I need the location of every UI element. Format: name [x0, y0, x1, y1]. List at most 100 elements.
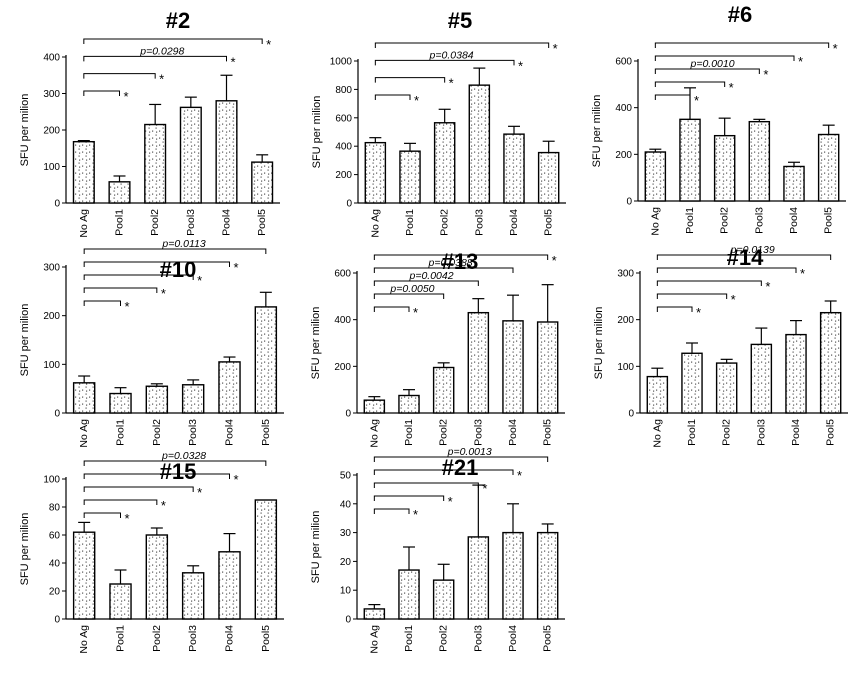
y-tick-label: 40 [49, 559, 61, 570]
x-tick-label: Pool1 [404, 209, 416, 236]
y-tick-label: 400 [335, 142, 352, 153]
bracket-line [656, 267, 797, 273]
bar [817, 133, 840, 202]
significance-star: * [517, 468, 522, 483]
significance-bracket: * [654, 54, 803, 69]
y-tick-label: 100 [43, 475, 60, 486]
significance-star: * [763, 67, 768, 82]
significance-bracket: * [83, 286, 166, 301]
x-tick-label: Pool4 [507, 625, 519, 652]
x-tick-label: Pool3 [187, 625, 199, 652]
significance-star: * [448, 494, 453, 509]
x-tick-label: No Ag [78, 209, 90, 238]
significance-bracket: * [83, 485, 202, 500]
p-value-label: p=0.0010 [689, 58, 734, 70]
significance-bracket: p=0.0328 [83, 450, 267, 466]
bar [713, 134, 736, 202]
bar [72, 382, 96, 414]
chart-panel: #10 SFU per milion 0 100 200 300 No Ag Pool1 Poo… [19, 238, 284, 448]
bracket-line [374, 77, 446, 83]
chart-panel: #6 SFU per milion 0 200 400 600 No Ag Pool1 Pool… [591, 2, 846, 236]
bar [109, 583, 132, 620]
bar [254, 499, 278, 620]
bracket-line [83, 261, 230, 267]
bracket-line [83, 90, 120, 96]
bracket-line [373, 469, 514, 475]
y-tick-label: 40 [340, 499, 352, 510]
bracket-line [373, 267, 514, 273]
significance-bracket: * [374, 41, 558, 56]
bracket-line [83, 274, 194, 280]
y-tick-label: 0 [54, 409, 60, 420]
significance-star: * [414, 93, 419, 108]
significance-bracket: * [83, 37, 271, 52]
significance-bracket: * [656, 279, 770, 294]
x-tick-label: Pool3 [753, 207, 765, 234]
x-tick-label: Pool1 [403, 419, 415, 446]
x-tick-label: Pool1 [114, 209, 126, 236]
x-tick-label: Pool5 [260, 419, 272, 446]
y-axis-label: SFU per milion [19, 304, 31, 377]
bar [468, 84, 491, 204]
significance-bracket: * [374, 76, 454, 91]
p-value-label: p=0.0388 [428, 257, 473, 269]
bracket-line [373, 456, 549, 462]
bracket-line [654, 68, 760, 74]
significance-star: * [197, 485, 202, 500]
x-tick-label: Pool1 [403, 625, 415, 652]
y-tick-label: 200 [43, 126, 60, 137]
y-tick-label: 800 [335, 85, 352, 96]
significance-star: * [124, 89, 129, 104]
y-tick-label: 200 [617, 315, 634, 326]
bar [398, 394, 420, 414]
significance-star: * [125, 511, 130, 526]
y-tick-label: 200 [335, 170, 352, 181]
y-tick-label: 300 [43, 263, 60, 274]
significance-bracket: p=0.0013 [373, 446, 549, 462]
significance-bracket: * [374, 93, 419, 108]
bracket-line [373, 280, 479, 286]
bracket-line [83, 473, 230, 479]
bracket-line [373, 482, 479, 488]
bar [254, 306, 278, 414]
x-tick-label: No Ag [369, 209, 381, 238]
x-tick-label: Pool3 [187, 419, 199, 446]
y-tick-label: 100 [43, 162, 60, 173]
bar [681, 352, 703, 414]
x-tick-label: Pool3 [185, 209, 197, 236]
bracket-line [656, 293, 728, 299]
bar [644, 151, 667, 202]
y-tick-label: 10 [340, 586, 352, 597]
significance-star: * [161, 498, 166, 513]
significance-bracket: p=0.0113 [83, 238, 267, 254]
p-value-label: p=0.0298 [139, 45, 184, 57]
significance-bracket: * [373, 494, 453, 509]
bar [433, 122, 456, 204]
chart-panel: #5 SFU per milion 0 200 400 600 800 1000 No Ag Po… [311, 8, 566, 238]
significance-bracket: * [373, 305, 418, 320]
bar [108, 181, 131, 204]
significance-star: * [731, 292, 736, 307]
chart-title: #21 [442, 455, 479, 480]
chart-panel: #15 SFU per milion 0 20 40 60 80 100 No Ag Pool1 P… [19, 450, 284, 654]
y-axis-label: SFU per milion [19, 94, 31, 167]
significance-bracket: * [373, 468, 522, 483]
bracket-line [373, 495, 445, 501]
y-tick-label: 30 [340, 528, 352, 539]
significance-bracket: * [83, 72, 164, 87]
bracket-line [83, 248, 267, 254]
bar [750, 343, 773, 414]
bar [467, 536, 490, 620]
significance-bracket: * [83, 89, 129, 104]
x-tick-label: No Ag [651, 419, 663, 448]
x-tick-label: Pool2 [439, 209, 451, 236]
bar [783, 165, 805, 202]
y-axis-label: SFU per milion [593, 307, 605, 380]
x-tick-label: No Ag [649, 207, 661, 236]
y-tick-label: 0 [626, 197, 632, 208]
y-tick-label: 400 [43, 53, 60, 64]
significance-star: * [482, 481, 487, 496]
significance-star: * [518, 58, 523, 73]
bar [467, 311, 490, 414]
